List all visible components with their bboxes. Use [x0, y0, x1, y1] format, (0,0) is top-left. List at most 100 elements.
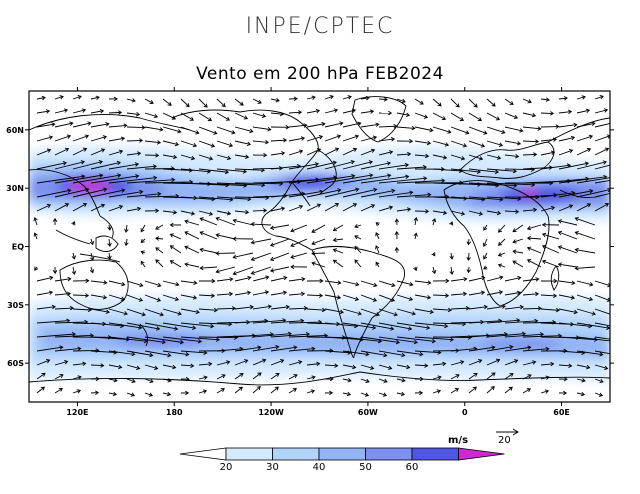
wind-vector — [576, 378, 586, 382]
wind-vector-head — [514, 359, 519, 364]
wind-vector-head — [445, 293, 450, 298]
wind-vector — [234, 306, 254, 310]
wind-vector — [342, 135, 359, 142]
wind-vector-head — [521, 331, 527, 337]
wind-vector-head — [563, 390, 568, 396]
wind-vector-head — [275, 372, 280, 377]
wind-vector — [594, 308, 610, 315]
color-bar: 20 30 40 50 60 — [179, 447, 505, 473]
wind-vector-head — [100, 363, 105, 368]
y-tick-label: 60N — [6, 126, 24, 135]
wind-vector-head — [617, 353, 620, 357]
wind-vector — [486, 126, 505, 134]
wind-vector-head — [336, 134, 342, 139]
wind-vector — [198, 376, 208, 380]
wind-vector-head — [117, 173, 122, 178]
wind-vector-head — [184, 262, 189, 267]
wind-vector-head — [80, 160, 85, 165]
wind-vector — [396, 364, 410, 368]
wind-vector — [90, 350, 117, 354]
wind-vector-head — [310, 389, 316, 394]
color-bar-label: 20 — [220, 462, 233, 473]
wind-vector — [432, 112, 446, 120]
wind-vector-head — [137, 151, 142, 156]
wind-vector-head — [232, 236, 237, 242]
wind-vector-head — [232, 271, 237, 276]
wind-vector — [540, 112, 554, 114]
wind-vector — [216, 210, 231, 215]
wind-vector — [155, 224, 164, 230]
wind-vector — [288, 388, 297, 394]
wind-vector-head — [391, 188, 396, 194]
wind-vector-head — [51, 122, 56, 127]
wind-vector — [311, 238, 326, 245]
wind-vector-head — [332, 227, 338, 232]
wind-vector-head — [261, 113, 267, 118]
wind-vector — [144, 181, 193, 184]
wind-vector — [233, 252, 254, 258]
wind-vector-head — [190, 211, 196, 216]
wind-vector — [270, 193, 305, 198]
wind-vector — [233, 219, 254, 226]
wind-vector-head — [591, 311, 596, 316]
wind-vector-head — [33, 232, 38, 237]
wind-vector — [125, 224, 128, 233]
wind-vector — [378, 177, 427, 184]
wind-vector — [251, 252, 272, 261]
wind-vector — [288, 361, 302, 366]
wind-vector — [198, 210, 213, 215]
organization-title: INPE/CPTEC — [245, 14, 395, 39]
wind-vector-head — [149, 100, 154, 105]
wind-vector-head — [625, 188, 628, 192]
wind-vector — [504, 168, 535, 171]
wind-vector-head — [476, 169, 482, 175]
wind-vector-head — [568, 204, 574, 209]
wind-vector — [324, 135, 341, 142]
wind-vector — [198, 390, 207, 394]
wind-vector-head — [480, 290, 486, 295]
wind-vector-head — [275, 344, 280, 350]
wind-vector-head — [411, 311, 416, 316]
wind-vector-head — [226, 155, 232, 161]
wind-vector — [270, 320, 304, 324]
wind-vector-head — [350, 159, 355, 165]
wind-vector-head — [571, 280, 576, 286]
wind-vector — [36, 110, 50, 114]
wind-vector-head — [334, 363, 339, 368]
wind-vector-head — [426, 325, 431, 330]
wind-vector-head — [118, 205, 124, 210]
wind-vector — [108, 111, 122, 114]
wind-vector-head — [466, 256, 471, 262]
wind-vector — [36, 162, 67, 170]
wind-vector — [288, 278, 305, 282]
wind-vector-head — [192, 295, 198, 300]
wind-vector-head — [59, 374, 64, 378]
wind-vector — [108, 392, 117, 395]
wind-vector-head — [357, 311, 362, 316]
wind-vector — [234, 346, 261, 352]
wind-vector — [200, 266, 218, 269]
wind-vector — [270, 306, 290, 310]
wind-vector-head — [300, 291, 306, 297]
wind-vector-head — [539, 332, 545, 337]
wind-vector — [180, 336, 220, 341]
wind-vector-head — [483, 255, 488, 260]
wind-vector — [126, 308, 146, 316]
wind-vector-head — [130, 392, 136, 397]
wind-vector-head — [429, 127, 434, 133]
x-tick-label: 180 — [166, 408, 183, 417]
wind-vector-head — [311, 95, 316, 100]
wind-vector-head — [606, 134, 610, 139]
wind-vector-head — [394, 246, 400, 252]
wind-vector — [432, 363, 446, 366]
wind-vector — [54, 388, 63, 394]
wind-vector-head — [319, 293, 324, 298]
wind-vector-head — [290, 264, 295, 270]
wind-vector — [54, 203, 69, 212]
wind-speed-shading — [29, 91, 610, 402]
wind-vector — [450, 98, 460, 108]
wind-vector — [576, 135, 593, 142]
wind-vector-head — [199, 247, 204, 253]
wind-vector-head — [431, 252, 436, 257]
wind-vector — [72, 203, 87, 212]
